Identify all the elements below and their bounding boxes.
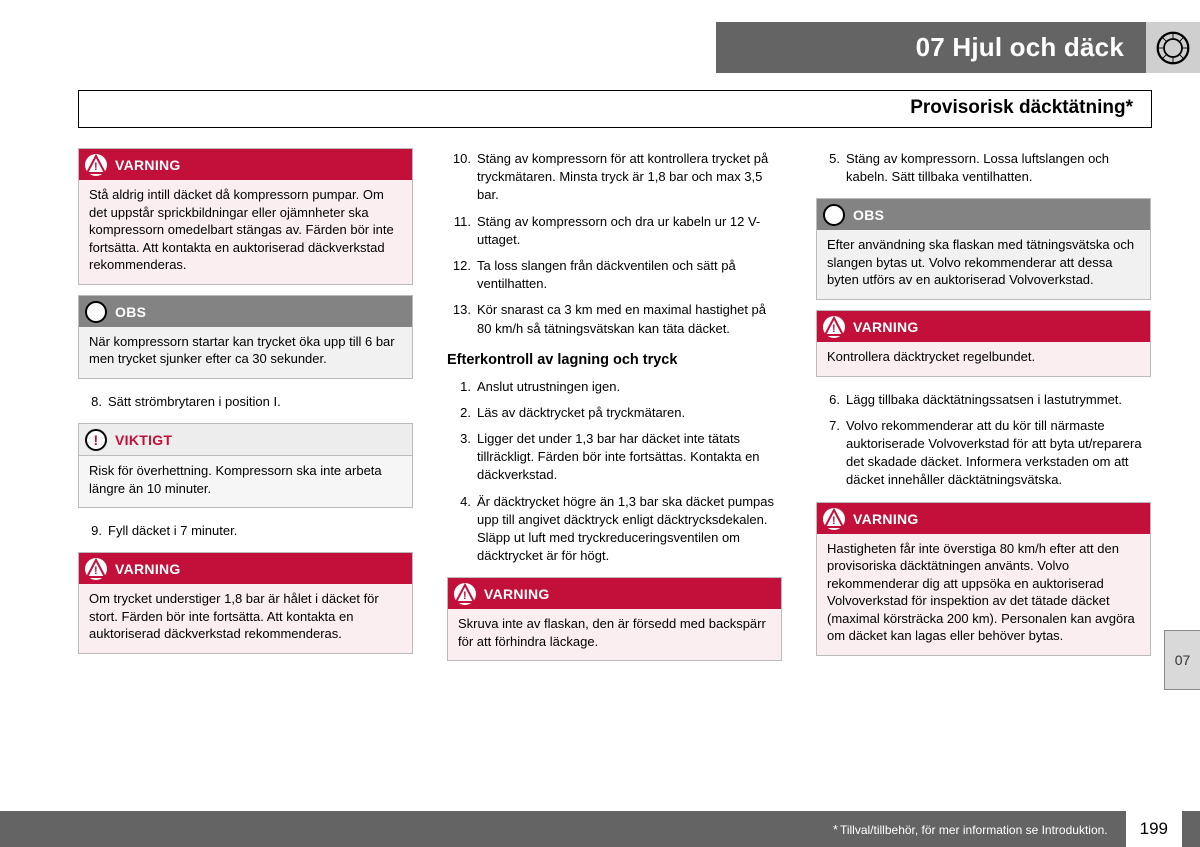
warning-label: VARNING — [115, 561, 181, 577]
warning-icon: ! — [823, 316, 845, 338]
column-3: 5.Stäng av kompressorn. Lossa luftslange… — [816, 140, 1151, 671]
note-text: Efter användning ska flaskan med tätning… — [817, 230, 1150, 299]
warning-text: Hastigheten får inte överstiga 80 km/h e… — [817, 534, 1150, 655]
important-label: VIKTIGT — [115, 432, 172, 448]
warning-text: Om trycket understiger 1,8 bar är hålet … — [79, 584, 412, 653]
list-item: 8. Sätt strömbrytaren i position I. — [78, 389, 413, 415]
svg-text:!: ! — [94, 565, 98, 577]
list-item: 7.Volvo rekommenderar att du kör till nä… — [816, 413, 1151, 494]
warning-box: ! VARNING Stå aldrig intill däcket då ko… — [78, 148, 413, 285]
chapter-title: 07 Hjul och däck — [716, 22, 1146, 73]
warning-box: ! VARNING Hastigheten får inte överstiga… — [816, 502, 1151, 656]
note-label: OBS — [115, 304, 146, 320]
svg-text:!: ! — [463, 590, 467, 602]
warning-icon: ! — [85, 154, 107, 176]
column-2: 10.Stäng av kompressorn för att kontroll… — [447, 140, 782, 671]
chapter-header: 07 Hjul och däck — [716, 22, 1200, 73]
warning-label: VARNING — [853, 511, 919, 527]
list-item: 6.Lägg tillbaka däcktätningssatsen i las… — [816, 387, 1151, 413]
warning-box: ! VARNING Skruva inte av flaskan, den är… — [447, 577, 782, 661]
important-text: Risk för överhettning. Kompressorn ska i… — [79, 456, 412, 507]
list-item: 5.Stäng av kompressorn. Lossa luftslange… — [816, 146, 1151, 190]
warning-icon: ! — [823, 508, 845, 530]
page-number: 199 — [1126, 811, 1182, 847]
warning-text: Kontrollera däcktrycket regelbundet. — [817, 342, 1150, 376]
list-item: 12.Ta loss slangen från däckventilen och… — [447, 253, 782, 297]
section-header: Provisorisk däcktätning* — [78, 90, 1152, 128]
column-1: ! VARNING Stå aldrig intill däcket då ko… — [78, 140, 413, 671]
chapter-tab: 07 — [1164, 630, 1200, 690]
warning-label: VARNING — [853, 319, 919, 335]
warning-box: ! VARNING Kontrollera däcktrycket regelb… — [816, 310, 1151, 377]
note-text: När kompressorn startar kan trycket öka … — [79, 327, 412, 378]
note-box: i OBS Efter användning ska flaskan med t… — [816, 198, 1151, 300]
warning-box: ! VARNING Om trycket understiger 1,8 bar… — [78, 552, 413, 654]
warning-text: Stå aldrig intill däcket då kompressorn … — [79, 180, 412, 284]
section-title: Provisorisk däcktätning* — [910, 97, 1133, 118]
list-item: 10.Stäng av kompressorn för att kontroll… — [447, 146, 782, 209]
footnote: *Tillval/tillbehör, för mer information … — [833, 822, 1108, 837]
important-icon: ! — [85, 429, 107, 451]
page-footer: *Tillval/tillbehör, för mer information … — [0, 811, 1200, 847]
list-item: 13.Kör snarast ca 3 km med en maximal ha… — [447, 297, 782, 341]
content-columns: ! VARNING Stå aldrig intill däcket då ko… — [78, 140, 1152, 671]
info-icon: i — [823, 204, 845, 226]
note-box: i OBS När kompressorn startar kan trycke… — [78, 295, 413, 379]
warning-label: VARNING — [484, 586, 550, 602]
list-item: 3.Ligger det under 1,3 bar har däcket in… — [447, 426, 782, 489]
warning-icon: ! — [454, 583, 476, 605]
warning-label: VARNING — [115, 157, 181, 173]
info-icon: i — [85, 301, 107, 323]
list-item: 4.Är däcktrycket högre än 1,3 bar ska dä… — [447, 489, 782, 570]
svg-text:!: ! — [94, 161, 98, 173]
important-box: ! VIKTIGT Risk för överhettning. Kompres… — [78, 423, 413, 508]
note-label: OBS — [853, 207, 884, 223]
list-item: 11.Stäng av kompressorn och dra ur kabel… — [447, 209, 782, 253]
list-item: 2.Läs av däcktrycket på tryckmätaren. — [447, 400, 782, 426]
svg-text:!: ! — [832, 515, 836, 527]
list-item: 9. Fyll däcket i 7 minuter. — [78, 518, 413, 544]
warning-icon: ! — [85, 558, 107, 580]
svg-text:!: ! — [832, 323, 836, 335]
list-item: 1.Anslut utrustningen igen. — [447, 374, 782, 400]
tire-icon — [1146, 22, 1200, 73]
warning-text: Skruva inte av flaskan, den är försedd m… — [448, 609, 781, 660]
subheading: Efterkontroll av lagning och tryck — [447, 352, 782, 368]
